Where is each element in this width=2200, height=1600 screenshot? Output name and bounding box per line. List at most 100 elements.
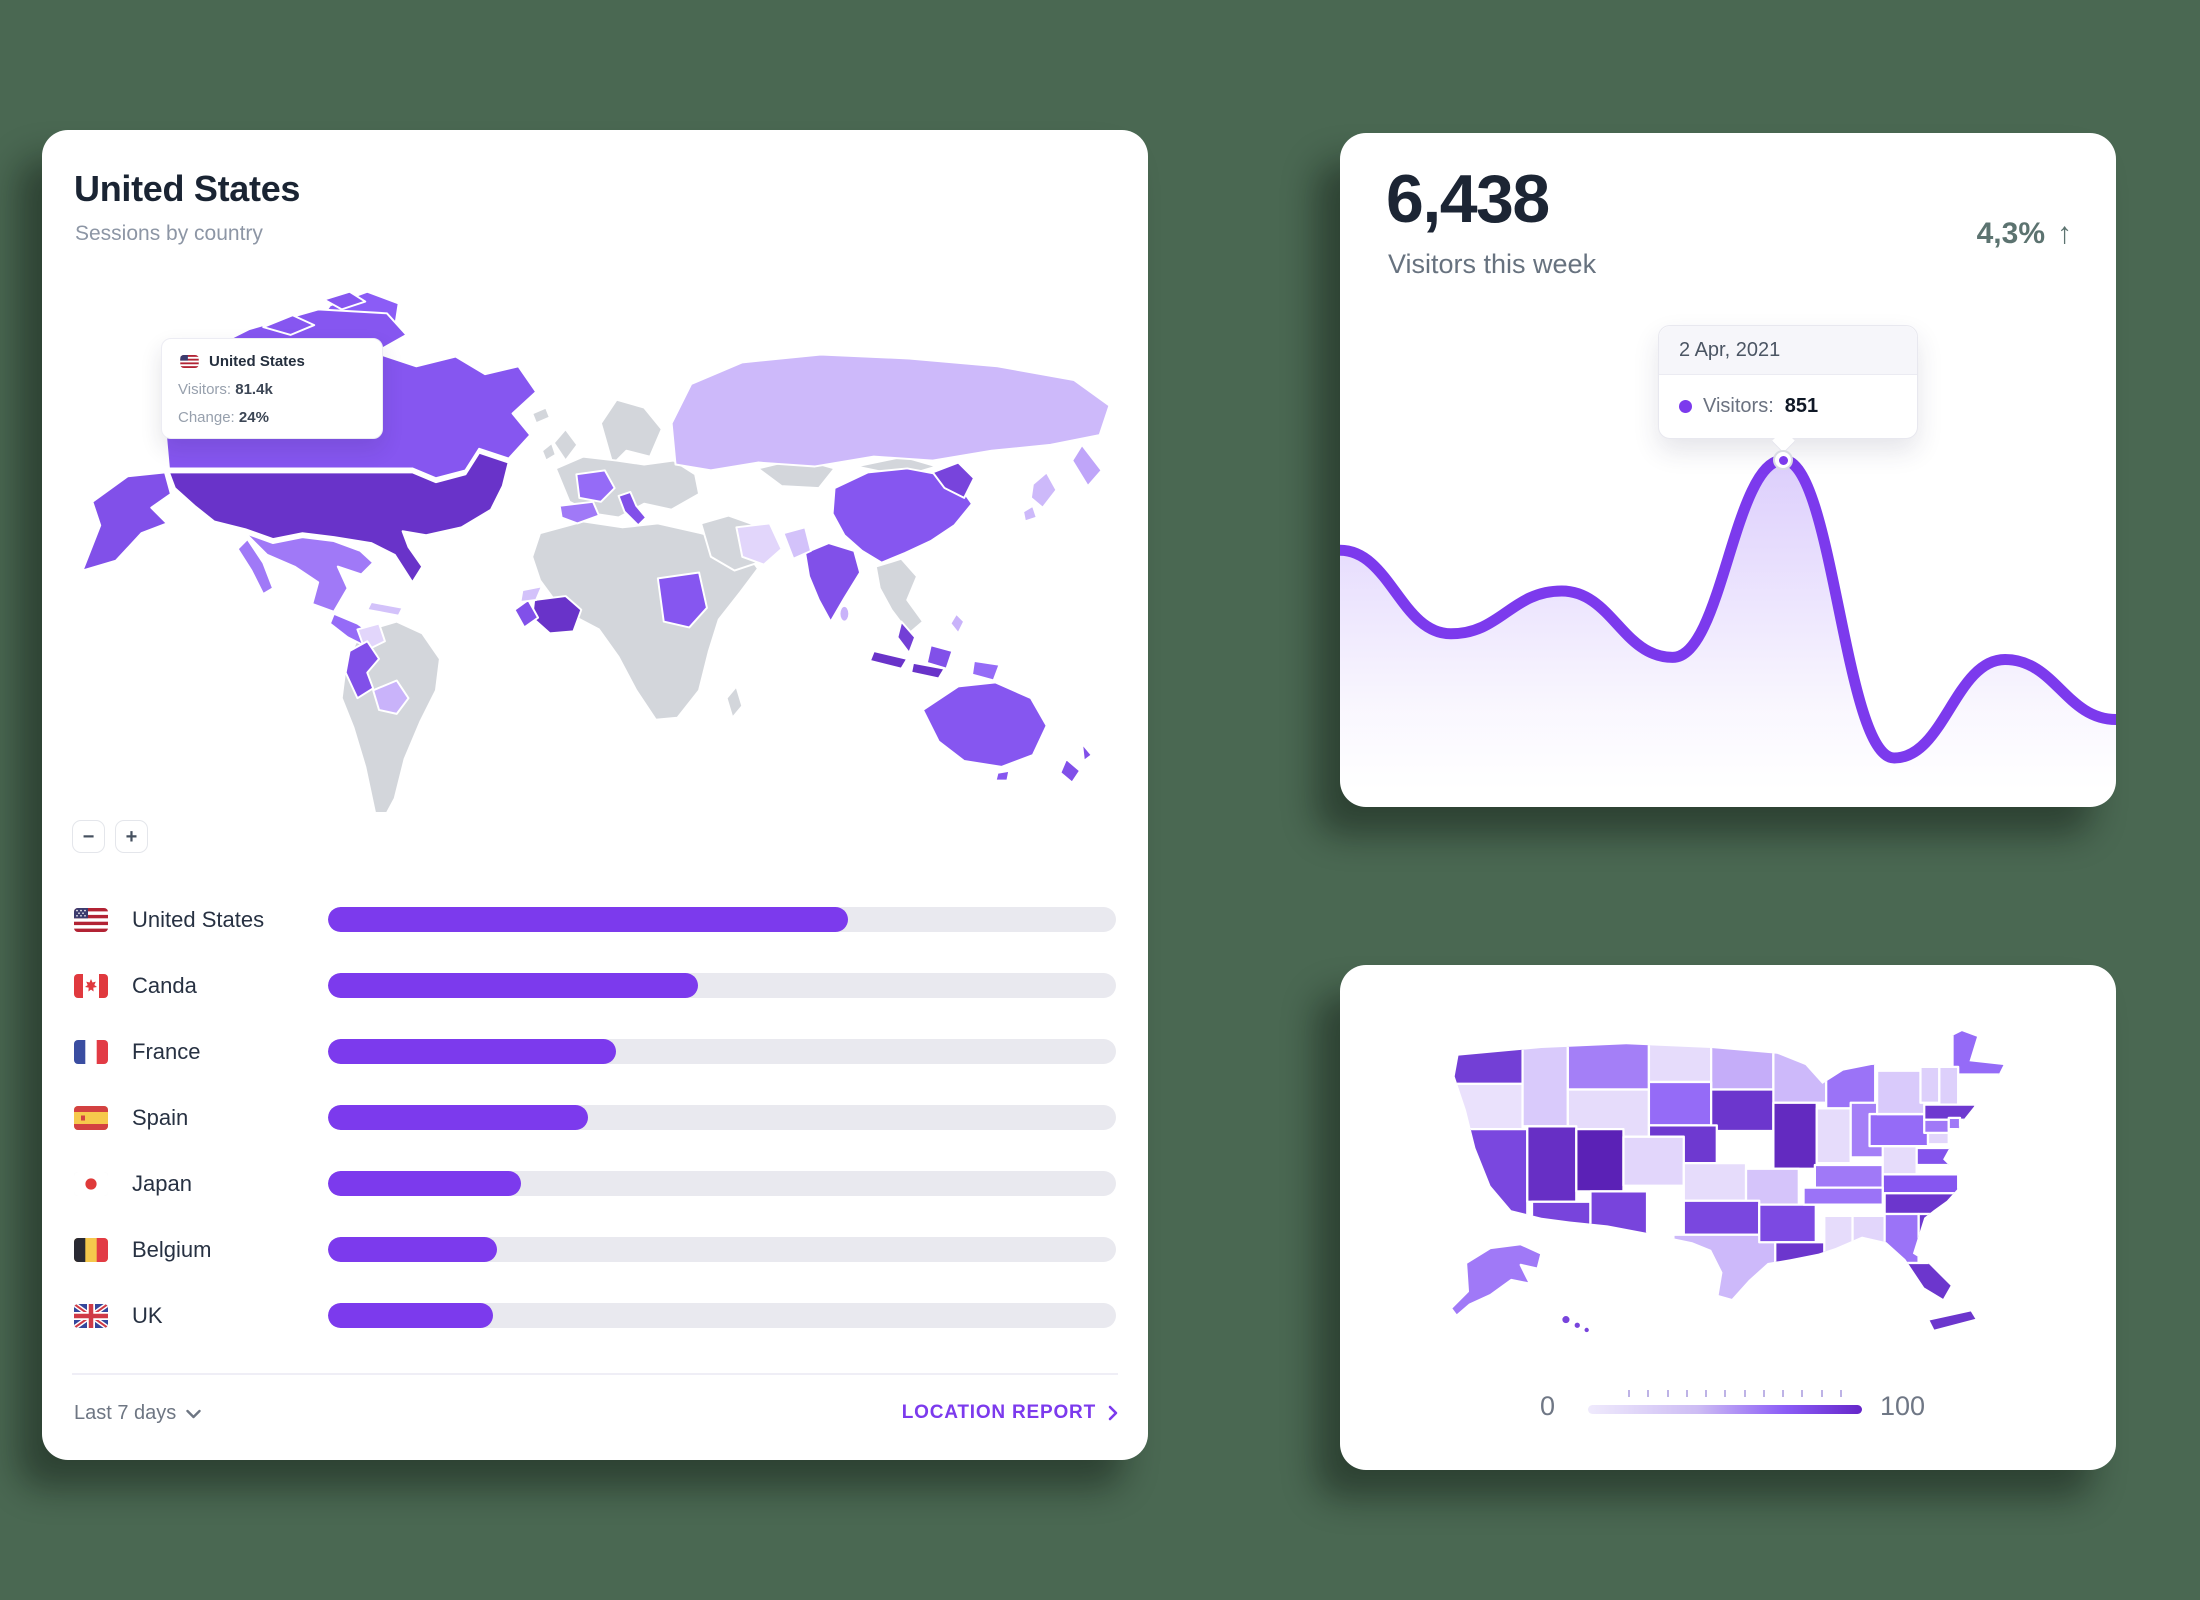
country-japan[interactable] bbox=[1029, 471, 1058, 509]
country-new-zealand[interactable] bbox=[1059, 758, 1081, 784]
country-sri-lanka[interactable] bbox=[838, 604, 851, 623]
list-item[interactable]: Belgium bbox=[72, 1237, 1118, 1262]
country-alaska[interactable] bbox=[81, 471, 172, 572]
country-pakistan[interactable] bbox=[782, 526, 812, 560]
state-WI[interactable] bbox=[1772, 1043, 1828, 1104]
country-spain[interactable] bbox=[558, 500, 600, 525]
state-CA[interactable] bbox=[1447, 1128, 1529, 1223]
state-IN[interactable] bbox=[1815, 1107, 1852, 1165]
state-CT[interactable] bbox=[1923, 1118, 1950, 1135]
country-indonesia[interactable] bbox=[910, 661, 946, 680]
country-arctic-islands[interactable] bbox=[262, 314, 316, 336]
state-HI[interactable] bbox=[1560, 1313, 1572, 1326]
island-new-guinea[interactable] bbox=[971, 659, 1001, 682]
country-russia[interactable] bbox=[670, 353, 1111, 472]
state-ND[interactable] bbox=[1647, 1035, 1713, 1084]
list-item[interactable]: Spain bbox=[72, 1105, 1118, 1130]
state-SC[interactable] bbox=[1917, 1212, 1969, 1240]
state-MD[interactable] bbox=[1915, 1146, 1954, 1167]
country-australia[interactable] bbox=[921, 681, 1048, 768]
state-MN[interactable] bbox=[1710, 1035, 1775, 1091]
map-zoom-controls: − + bbox=[72, 820, 148, 853]
state-AZ[interactable] bbox=[1530, 1200, 1592, 1256]
country-iran[interactable] bbox=[735, 522, 783, 566]
state-SD[interactable] bbox=[1647, 1080, 1713, 1127]
state-VT[interactable] bbox=[1919, 1065, 1941, 1104]
visitors-area-chart[interactable] bbox=[1340, 390, 2116, 790]
state-RI[interactable] bbox=[1947, 1116, 1962, 1131]
country-italy[interactable] bbox=[617, 491, 648, 527]
state-TN[interactable] bbox=[1802, 1186, 1884, 1206]
list-item[interactable]: France bbox=[72, 1039, 1118, 1064]
state-KY[interactable] bbox=[1813, 1163, 1884, 1189]
state-UT[interactable] bbox=[1575, 1128, 1625, 1193]
state-NM[interactable] bbox=[1589, 1190, 1649, 1253]
state-ME[interactable] bbox=[1951, 1027, 2008, 1076]
state-NH[interactable] bbox=[1938, 1065, 1960, 1108]
state-ID[interactable] bbox=[1521, 1035, 1569, 1128]
state-TX[interactable] bbox=[1672, 1233, 1777, 1303]
state-NV[interactable] bbox=[1526, 1125, 1578, 1203]
france-flag-icon bbox=[74, 1039, 108, 1064]
state-AL[interactable] bbox=[1851, 1214, 1886, 1265]
state-IL[interactable] bbox=[1772, 1101, 1818, 1170]
country-malaysia[interactable] bbox=[896, 620, 917, 654]
country-philippines[interactable] bbox=[949, 612, 966, 635]
country-indonesia[interactable] bbox=[868, 650, 909, 670]
card-title: United States bbox=[74, 168, 301, 209]
state-CO[interactable] bbox=[1622, 1135, 1685, 1187]
location-report-link[interactable]: LOCATION REPORT bbox=[902, 1402, 1118, 1424]
state-LA[interactable] bbox=[1774, 1241, 1828, 1285]
country-new-zealand[interactable] bbox=[1080, 742, 1093, 762]
zoom-in-button[interactable]: + bbox=[115, 820, 148, 853]
state-OR[interactable] bbox=[1447, 1082, 1524, 1131]
state-HI[interactable] bbox=[1582, 1325, 1592, 1335]
state-MI[interactable] bbox=[1825, 1048, 1877, 1110]
country-bolivia[interactable] bbox=[372, 679, 410, 715]
bar-fill bbox=[328, 1303, 494, 1328]
region-kamchatka[interactable] bbox=[1071, 443, 1103, 488]
country-arctic-islands[interactable] bbox=[323, 290, 367, 311]
date-range-select[interactable]: Last 7 days bbox=[74, 1402, 201, 1425]
region-china-northeast[interactable] bbox=[931, 461, 975, 499]
state-WA[interactable] bbox=[1452, 1035, 1527, 1086]
country-cuba[interactable] bbox=[366, 600, 404, 617]
country-usa[interactable] bbox=[167, 451, 510, 584]
us-states-map[interactable] bbox=[1400, 1001, 2060, 1361]
area-fill bbox=[1340, 460, 2116, 790]
state-MT[interactable] bbox=[1566, 1035, 1651, 1091]
state-PA[interactable] bbox=[1868, 1112, 1930, 1148]
country-guinea[interactable] bbox=[519, 585, 543, 603]
state-OK[interactable] bbox=[1682, 1199, 1761, 1236]
country-liberia[interactable] bbox=[513, 598, 540, 629]
island-tasmania[interactable] bbox=[994, 769, 1011, 782]
country-baja[interactable] bbox=[236, 538, 274, 596]
list-item[interactable]: Japan bbox=[72, 1171, 1118, 1196]
country-uk-gray bbox=[552, 428, 579, 462]
country-peru[interactable] bbox=[344, 640, 381, 700]
territory-PR[interactable] bbox=[1926, 1309, 1979, 1333]
state-IA[interactable] bbox=[1710, 1088, 1775, 1133]
state-FL[interactable] bbox=[1879, 1261, 1973, 1304]
state-AR[interactable] bbox=[1758, 1203, 1817, 1244]
data-point-marker[interactable] bbox=[1773, 450, 1794, 470]
state-WV[interactable] bbox=[1881, 1144, 1918, 1176]
country-france[interactable] bbox=[575, 469, 616, 503]
zoom-out-button[interactable]: − bbox=[72, 820, 105, 853]
list-item[interactable]: Canda bbox=[72, 973, 1118, 998]
country-sudan[interactable] bbox=[656, 571, 708, 629]
state-NC[interactable] bbox=[1883, 1192, 1981, 1216]
list-item[interactable]: United States bbox=[72, 907, 1118, 932]
state-GA[interactable] bbox=[1883, 1212, 1920, 1265]
island-borneo[interactable] bbox=[925, 644, 954, 670]
country-japan[interactable] bbox=[1022, 504, 1038, 523]
state-HI[interactable] bbox=[1572, 1320, 1583, 1331]
list-item[interactable]: UK bbox=[72, 1303, 1118, 1328]
state-KS[interactable] bbox=[1682, 1161, 1748, 1202]
state-MS[interactable] bbox=[1823, 1214, 1854, 1265]
state-VA[interactable] bbox=[1881, 1173, 1960, 1195]
state-AK[interactable] bbox=[1449, 1243, 1543, 1317]
country-china[interactable] bbox=[831, 467, 973, 564]
country-india[interactable] bbox=[804, 542, 862, 623]
country-mexico[interactable] bbox=[244, 532, 375, 613]
